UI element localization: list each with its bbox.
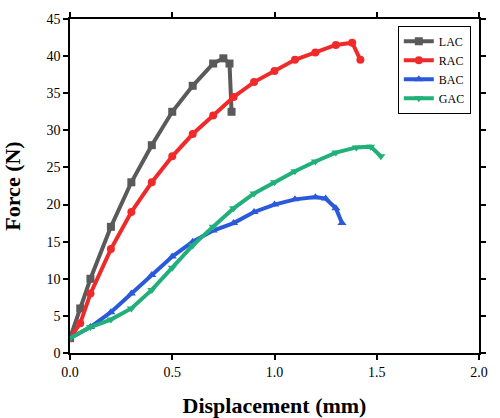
svg-text:RAC: RAC [439,54,464,68]
svg-text:30: 30 [46,123,60,138]
svg-text:Displacement (mm): Displacement (mm) [183,393,367,418]
svg-text:LAC: LAC [439,35,463,49]
svg-text:2.0: 2.0 [470,365,488,380]
svg-text:10: 10 [46,272,60,287]
svg-text:5: 5 [53,309,60,324]
svg-text:0.5: 0.5 [164,365,182,380]
svg-text:0.0: 0.0 [61,365,79,380]
svg-text:1.5: 1.5 [368,365,386,380]
svg-text:BAC: BAC [439,73,464,87]
svg-text:1.0: 1.0 [266,365,284,380]
svg-text:45: 45 [46,12,60,27]
svg-text:40: 40 [46,49,60,64]
svg-text:15: 15 [46,235,60,250]
svg-text:0: 0 [53,346,60,361]
svg-text:25: 25 [46,160,60,175]
svg-text:20: 20 [46,197,60,212]
svg-text:GAC: GAC [439,92,464,106]
svg-text:Force (N): Force (N) [0,141,25,230]
svg-text:35: 35 [46,86,60,101]
